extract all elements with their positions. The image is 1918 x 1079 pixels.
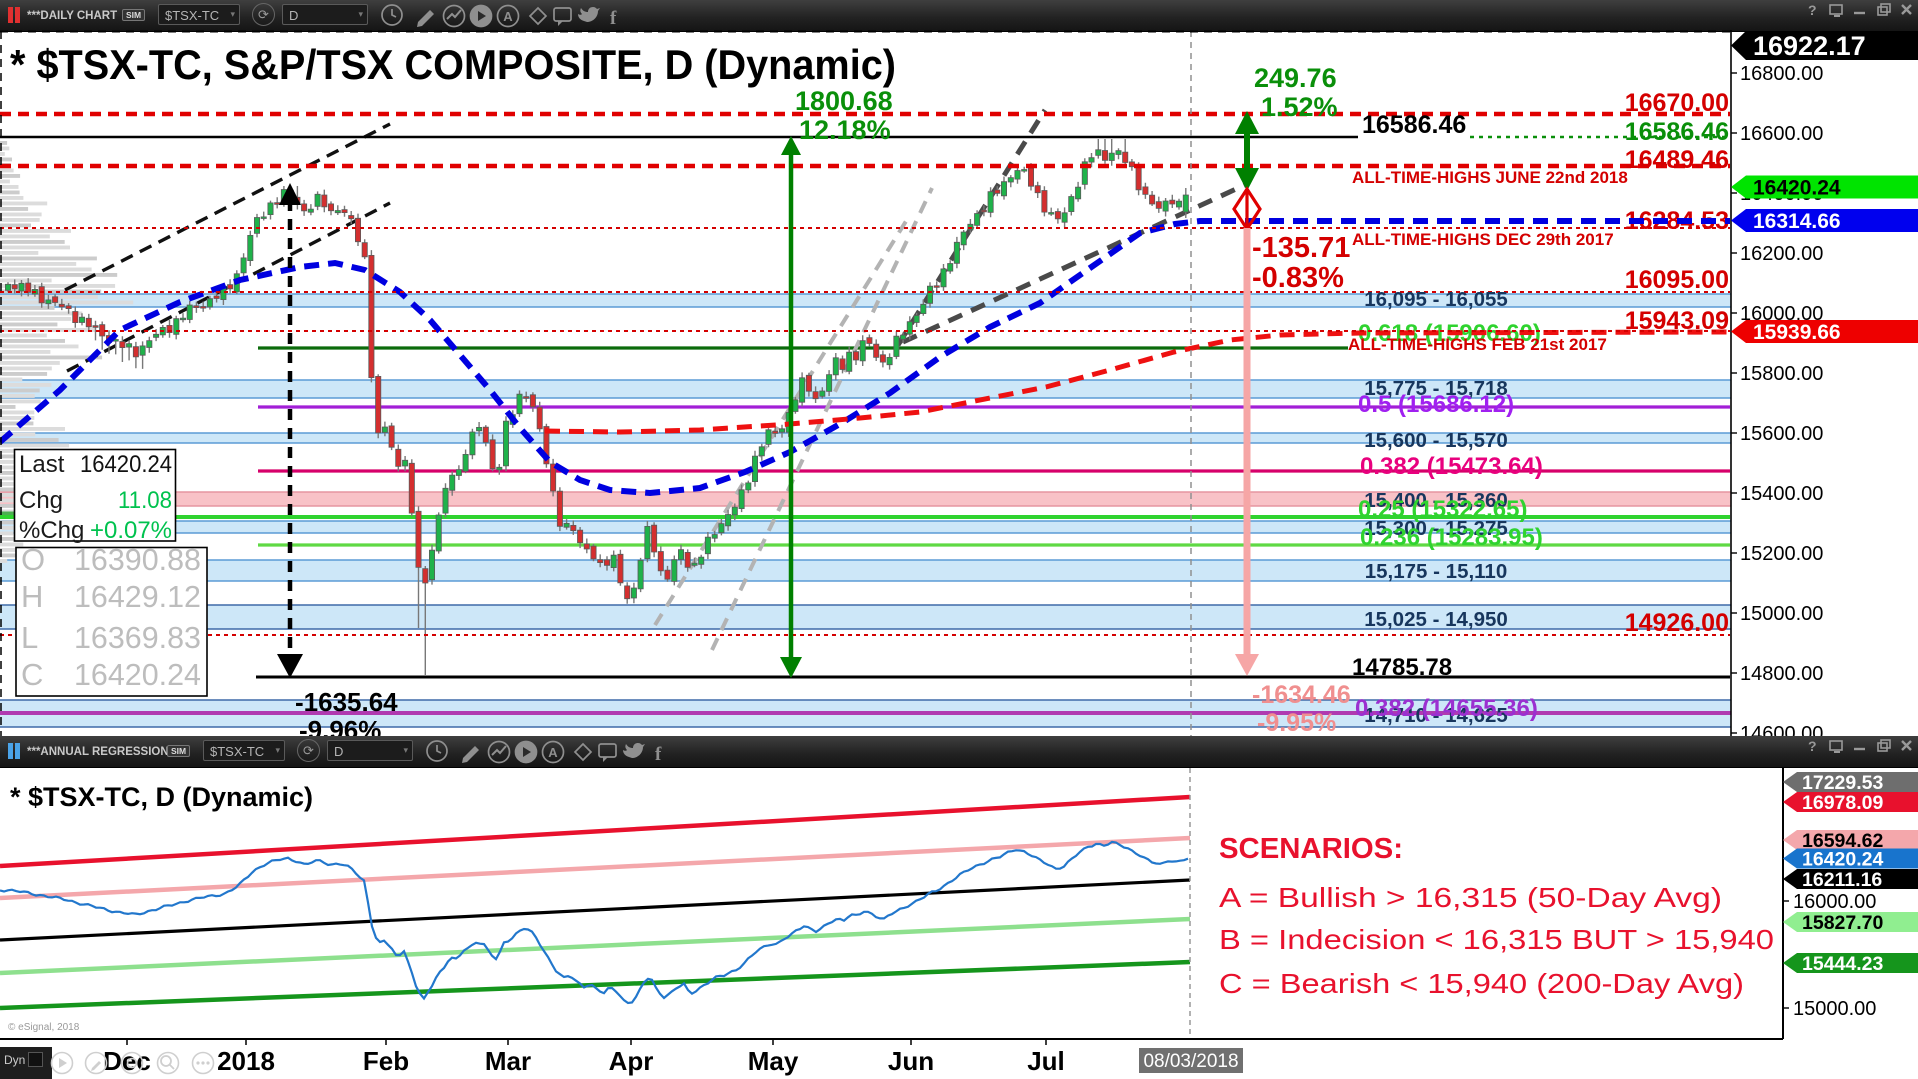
svg-text:1800.68: 1800.68: [795, 86, 893, 116]
svg-text:16420.24: 16420.24: [1753, 177, 1841, 200]
svg-text:14785.78: 14785.78: [1352, 654, 1452, 681]
svg-text:0.236 (15283.95): 0.236 (15283.95): [1360, 524, 1543, 551]
svg-text:May: May: [748, 1046, 799, 1076]
svg-text:Feb: Feb: [363, 1046, 409, 1076]
svg-text:16600.00: 16600.00: [1740, 123, 1823, 145]
svg-text:16000.00: 16000.00: [1793, 891, 1876, 913]
svg-text:A: A: [503, 9, 513, 24]
svg-text:C: C: [21, 657, 43, 692]
svg-text:16390.88: 16390.88: [74, 542, 201, 577]
svg-text:-9.96%: -9.96%: [299, 715, 381, 736]
svg-text:16095.00: 16095.00: [1625, 266, 1729, 294]
svg-text:16800.00: 16800.00: [1740, 63, 1823, 85]
svg-text:14,710 - 14,625: 14,710 - 14,625: [1364, 704, 1508, 727]
svg-text:Apr: Apr: [609, 1046, 654, 1076]
svg-text:Jun: Jun: [888, 1046, 934, 1076]
svg-text:0.25 (15322.65): 0.25 (15322.65): [1358, 496, 1527, 523]
svg-text:14926.00: 14926.00: [1625, 609, 1729, 637]
svg-text:15,400 - 15,360: 15,400 - 15,360: [1364, 489, 1508, 512]
svg-text:16586.46: 16586.46: [1625, 118, 1729, 146]
svg-text:15400.00: 15400.00: [1740, 483, 1823, 505]
svg-text:11.08: 11.08: [118, 487, 172, 514]
svg-text:15000.00: 15000.00: [1793, 998, 1876, 1020]
svg-text:C = Bearish < 15,940 (200-Day: C = Bearish < 15,940 (200-Day Avg): [1219, 968, 1744, 999]
svg-text:15200.00: 15200.00: [1740, 543, 1823, 565]
svg-text:© eSignal, 2018: © eSignal, 2018: [8, 1022, 80, 1033]
svg-text:16489.46: 16489.46: [1625, 146, 1729, 174]
svg-text:0.382 (15473.64): 0.382 (15473.64): [1360, 453, 1543, 480]
svg-text:%Chg: %Chg: [19, 517, 84, 544]
svg-text:15,175 - 15,110: 15,175 - 15,110: [1365, 560, 1508, 583]
svg-text:A: A: [548, 745, 558, 760]
svg-text:?: ?: [1808, 2, 1817, 18]
svg-text:16369.83: 16369.83: [74, 620, 201, 655]
svg-text:Jul: Jul: [1027, 1046, 1065, 1076]
svg-text:16586.46: 16586.46: [1362, 111, 1466, 139]
svg-text:16670.00: 16670.00: [1625, 89, 1729, 117]
svg-text:ALL-TIME-HIGHS DEC 29th 2017: ALL-TIME-HIGHS DEC 29th 2017: [1352, 230, 1614, 249]
svg-text:16000.00: 16000.00: [1740, 303, 1823, 325]
svg-text:16420.24: 16420.24: [74, 657, 201, 692]
svg-text:17229.53: 17229.53: [1802, 772, 1883, 794]
svg-text:O: O: [21, 542, 45, 577]
svg-text:16420.24: 16420.24: [80, 451, 172, 478]
svg-text:f: f: [610, 8, 617, 29]
svg-text:14600.00: 14600.00: [1740, 723, 1823, 736]
svg-text:H: H: [21, 579, 43, 614]
svg-text:15,600 - 15,570: 15,600 - 15,570: [1364, 429, 1508, 452]
svg-text:15827.70: 15827.70: [1802, 912, 1883, 934]
svg-text:0.5 (15686.12): 0.5 (15686.12): [1358, 391, 1514, 418]
svg-text:-9.95%: -9.95%: [1257, 709, 1336, 736]
svg-text:16978.09: 16978.09: [1802, 792, 1883, 814]
svg-text:15939.66: 15939.66: [1753, 321, 1841, 344]
svg-text:-0.83%: -0.83%: [1252, 262, 1344, 294]
svg-text:15444.23: 15444.23: [1802, 953, 1883, 975]
svg-text:16420.24: 16420.24: [1802, 849, 1883, 871]
svg-text:+0.07%: +0.07%: [90, 517, 172, 544]
svg-text:-135.71: -135.71: [1252, 232, 1350, 264]
svg-text:1.52%: 1.52%: [1261, 92, 1338, 122]
svg-text:SCENARIOS:: SCENARIOS:: [1219, 833, 1403, 865]
svg-text:Last: Last: [19, 451, 65, 478]
svg-text:?: ?: [1808, 738, 1817, 754]
svg-text:15600.00: 15600.00: [1740, 423, 1823, 445]
svg-text:16922.17: 16922.17: [1753, 31, 1866, 61]
svg-text:f: f: [655, 744, 662, 765]
svg-text:16314.66: 16314.66: [1753, 210, 1841, 233]
svg-text:15000.00: 15000.00: [1740, 603, 1823, 625]
svg-text:16211.16: 16211.16: [1802, 869, 1882, 891]
svg-text:16429.12: 16429.12: [74, 579, 201, 614]
svg-text:* $TSX-TC, S&P/TSX COMPOSITE,: * $TSX-TC, S&P/TSX COMPOSITE, D (Dynamic…: [10, 41, 896, 88]
svg-text:Mar: Mar: [485, 1046, 531, 1076]
svg-text:2018: 2018: [217, 1046, 275, 1076]
svg-text:0.382 (14655.36): 0.382 (14655.36): [1355, 695, 1538, 722]
svg-text:ALL-TIME-HIGHS FEB 21st 2017: ALL-TIME-HIGHS FEB 21st 2017: [1348, 335, 1607, 354]
svg-text:B = Indecision < 16,315 BUT >: B = Indecision < 16,315 BUT > 15,940: [1219, 924, 1774, 955]
svg-text:Chg: Chg: [19, 487, 63, 514]
svg-text:15,775 - 15,718: 15,775 - 15,718: [1364, 377, 1508, 400]
svg-text:ALL-TIME-HIGHS JUNE 22nd 2018: ALL-TIME-HIGHS JUNE 22nd 2018: [1352, 168, 1628, 187]
svg-text:A = Bullish > 16,315 (50-Day: A = Bullish > 16,315 (50-Day Avg): [1219, 882, 1722, 913]
svg-text:12.18%: 12.18%: [799, 115, 891, 145]
svg-text:* $TSX-TC, D (Dynamic): * $TSX-TC, D (Dynamic): [10, 782, 313, 812]
svg-text:15800.00: 15800.00: [1740, 363, 1823, 385]
svg-text:-1635.64: -1635.64: [295, 687, 398, 717]
svg-text:L: L: [21, 620, 38, 655]
svg-text:16200.00: 16200.00: [1740, 243, 1823, 265]
svg-text:15943.09: 15943.09: [1625, 307, 1729, 335]
svg-text:16594.62: 16594.62: [1802, 830, 1883, 852]
svg-text:15,025 - 14,950: 15,025 - 14,950: [1364, 608, 1508, 631]
svg-text:16,095 - 16,055: 16,095 - 16,055: [1364, 288, 1508, 311]
svg-text:14800.00: 14800.00: [1740, 663, 1823, 685]
svg-text:15,300 - 15,275: 15,300 - 15,275: [1364, 517, 1508, 540]
svg-text:08/03/2018: 08/03/2018: [1143, 1051, 1238, 1072]
svg-text:249.76: 249.76: [1254, 63, 1337, 93]
svg-text:-1634.46: -1634.46: [1252, 681, 1351, 709]
